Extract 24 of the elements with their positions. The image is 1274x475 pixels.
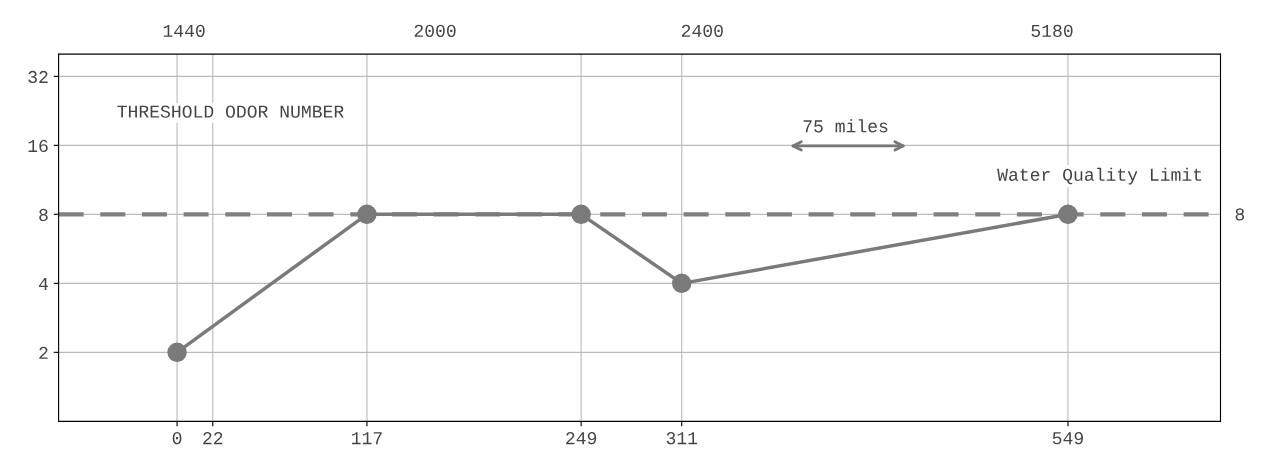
y-tick-label: 4 xyxy=(38,277,48,290)
point xyxy=(357,204,377,225)
text: 5180 xyxy=(1031,24,1073,37)
y-tick-label: 32 xyxy=(28,70,48,84)
point xyxy=(672,273,692,294)
x-tick-label: 22 xyxy=(203,432,223,445)
text: 2000 xyxy=(414,24,456,37)
y-tick-label: 16 xyxy=(28,139,48,153)
x-tick-label: 117 xyxy=(351,432,382,445)
y-tick-label: 8 xyxy=(39,208,48,222)
y-tick-label: 2 xyxy=(39,346,48,359)
point xyxy=(167,342,187,363)
annotation: THRESHOLD ODOR NUMBER xyxy=(117,105,344,118)
ref-line-label: Water Quality Limit xyxy=(997,167,1202,185)
annotation: 75 miles xyxy=(803,119,888,133)
text: 8 xyxy=(1235,208,1245,221)
x-tick-label: 549 xyxy=(1052,432,1083,445)
text: 2400 xyxy=(681,24,723,37)
x-tick-label: 249 xyxy=(566,432,597,445)
point xyxy=(571,204,591,225)
x-tick-label: 311 xyxy=(666,432,698,445)
text: 1440 xyxy=(163,24,205,37)
x-tick-label: 0 xyxy=(172,432,182,445)
point xyxy=(1058,204,1078,225)
